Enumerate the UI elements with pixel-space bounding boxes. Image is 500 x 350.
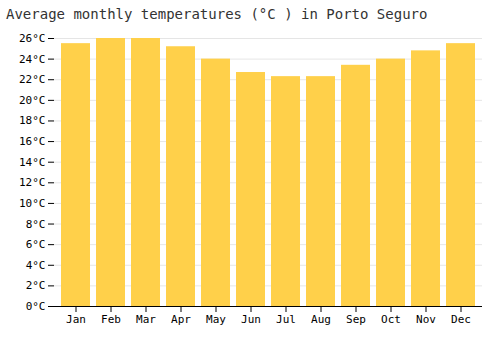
svg-text:16°C: 16°C xyxy=(19,135,46,148)
svg-text:Sep: Sep xyxy=(346,313,366,326)
svg-text:Mar: Mar xyxy=(136,313,156,326)
svg-text:22°C: 22°C xyxy=(19,73,46,86)
svg-text:26°C: 26°C xyxy=(19,32,46,45)
svg-text:Aug: Aug xyxy=(311,313,331,326)
svg-text:6°C: 6°C xyxy=(26,238,46,251)
html-text:Average monthly temperatures (: Average monthly temperatures (°C ) in Po… xyxy=(6,6,428,22)
svg-text:Jan: Jan xyxy=(66,313,86,326)
svg-text:24°C: 24°C xyxy=(19,53,46,66)
svg-text:Jun: Jun xyxy=(241,313,261,326)
svg-text:2°C: 2°C xyxy=(26,279,46,292)
svg-text:Oct: Oct xyxy=(381,313,401,326)
svg-text:12°C: 12°C xyxy=(19,176,46,189)
svg-text:Feb: Feb xyxy=(101,313,121,326)
svg-text:14°C: 14°C xyxy=(19,156,46,169)
svg-text:Apr: Apr xyxy=(171,313,191,326)
svg-text:Jul: Jul xyxy=(276,313,296,326)
svg-text:10°C: 10°C xyxy=(19,197,46,210)
svg-text:Dec: Dec xyxy=(451,313,471,326)
svg-text:8°C: 8°C xyxy=(26,218,46,231)
svg-text:18°C: 18°C xyxy=(19,114,46,127)
svg-text:4°C: 4°C xyxy=(26,259,46,272)
svg-text:0°C: 0°C xyxy=(26,300,46,313)
svg-text:Nov: Nov xyxy=(416,313,436,326)
svg-text:May: May xyxy=(206,313,226,326)
svg-text:20°C: 20°C xyxy=(19,94,46,107)
